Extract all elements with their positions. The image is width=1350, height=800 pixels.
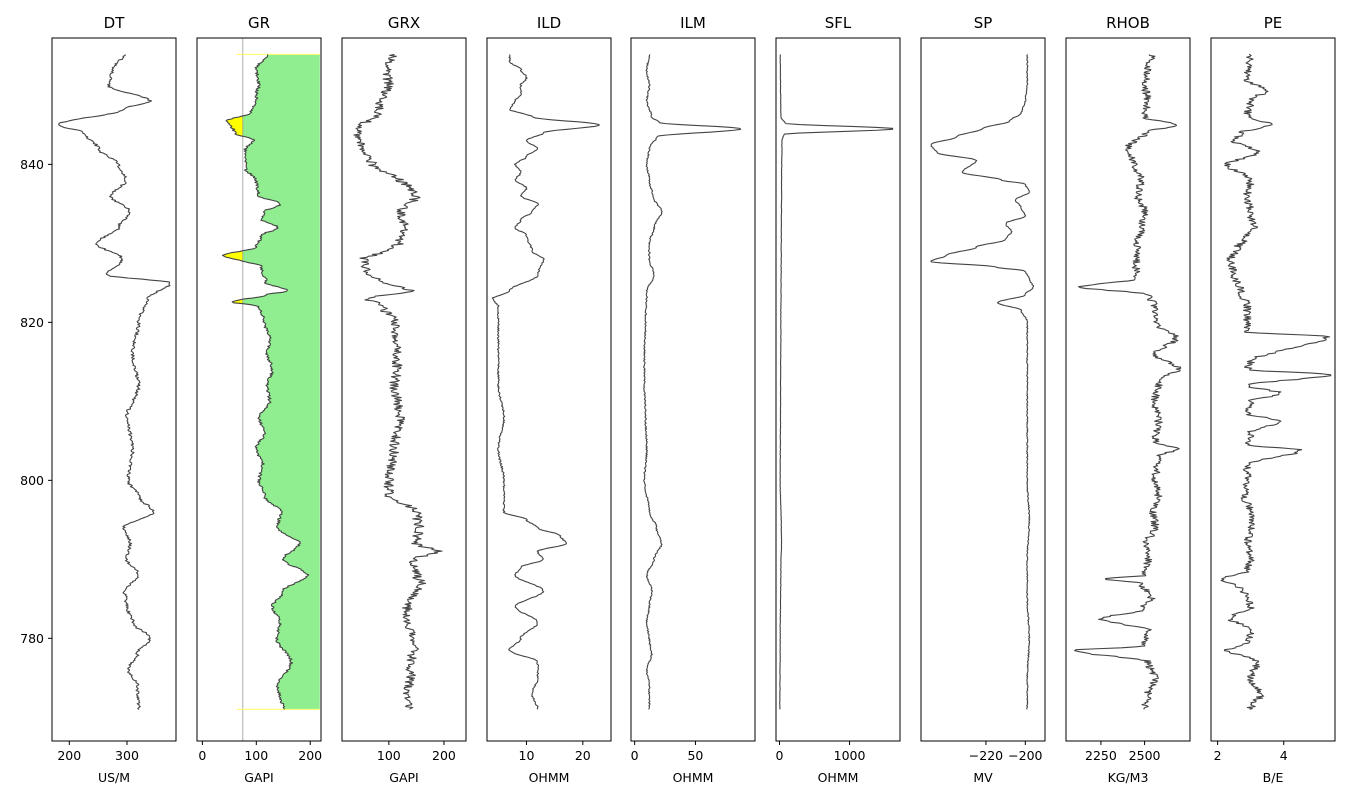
track-frame: [51, 37, 177, 742]
x-tick-label: −220: [969, 748, 1003, 763]
track-frame: [1210, 37, 1336, 742]
x-tick-label: 10: [519, 748, 535, 763]
track-sp: SP −220 −200 MV: [920, 14, 1046, 785]
rhob-curve: [1074, 54, 1182, 710]
track-unit-label: KG/M3: [1108, 770, 1149, 785]
x-tick-label: 200: [57, 748, 81, 763]
track-unit-label: GAPI: [389, 770, 418, 785]
x-tick-label: 0: [631, 748, 639, 763]
depth-tick-label: 820: [20, 315, 44, 330]
gr-shale-fill: [222, 54, 243, 710]
track-grx: GRX 100 200 GAPI: [341, 14, 467, 785]
x-tick-label: 2: [1214, 748, 1222, 763]
gr-curve: [221, 54, 310, 710]
ild-curve: [491, 54, 600, 710]
x-tick-label: 100: [377, 748, 401, 763]
track-unit-label: B/E: [1263, 770, 1284, 785]
track-ild: ILD 10 20 OHMM: [486, 14, 612, 785]
track-title: PE: [1264, 14, 1283, 32]
ilm-curve: [643, 54, 742, 710]
track-unit-label: OHMM: [673, 770, 714, 785]
track-unit-label: MV: [973, 770, 993, 785]
dt-curve: [58, 54, 171, 710]
x-tick-label: 100: [244, 748, 268, 763]
x-tick-label: 50: [687, 748, 703, 763]
gr-sand-fill: [242, 54, 320, 710]
track-frame: [920, 37, 1046, 742]
track-ilm: ILM 0 50 OHMM: [630, 14, 756, 785]
track-unit-label: OHMM: [818, 770, 859, 785]
depth-axis: 780 800 820 840: [20, 157, 52, 646]
track-title: DT: [104, 14, 126, 32]
sp-curve: [930, 54, 1035, 710]
track-unit-label: OHMM: [529, 770, 570, 785]
track-gr: GR 0 100 200 GAPI: [196, 14, 322, 785]
track-title: SP: [974, 14, 993, 32]
track-frame: [486, 37, 612, 742]
track-frame: [341, 37, 467, 742]
track-title: ILD: [537, 14, 561, 32]
track-frame: [775, 37, 901, 742]
pe-curve: [1220, 53, 1332, 710]
track-frame: [630, 37, 756, 742]
track-title: RHOB: [1106, 14, 1150, 32]
x-tick-label: 20: [575, 748, 591, 763]
depth-tick-label: 780: [20, 631, 44, 646]
x-tick-label: 4: [1280, 748, 1288, 763]
x-tick-label: 200: [432, 748, 456, 763]
depth-tick-label: 800: [20, 473, 44, 488]
grx-curve: [353, 53, 443, 710]
x-tick-label: 0: [198, 748, 206, 763]
x-tick-label: 200: [298, 748, 322, 763]
track-unit-label: US/M: [98, 770, 130, 785]
x-tick-label: 1000: [834, 748, 866, 763]
x-tick-label: 0: [776, 748, 784, 763]
track-title: GR: [248, 14, 270, 32]
track-pe: PE 2 4 B/E: [1210, 14, 1336, 785]
x-tick-label: −200: [1008, 748, 1042, 763]
x-tick-label: 2500: [1129, 748, 1161, 763]
track-title: SFL: [825, 14, 852, 32]
track-unit-label: GAPI: [244, 770, 273, 785]
x-tick-label: 300: [115, 748, 139, 763]
x-tick-label: 2250: [1085, 748, 1117, 763]
track-frame: [1065, 37, 1191, 742]
track-title: GRX: [388, 14, 420, 32]
track-rhob: RHOB 2250 2500 KG/M3: [1065, 14, 1191, 785]
track-title: ILM: [680, 14, 706, 32]
sfl-curve: [779, 54, 894, 710]
track-sfl: SFL 0 1000 OHMM: [775, 14, 901, 785]
depth-tick-label: 840: [20, 157, 44, 172]
track-frame: [196, 37, 322, 742]
track-dt: DT 200 300 US/M: [51, 14, 177, 785]
